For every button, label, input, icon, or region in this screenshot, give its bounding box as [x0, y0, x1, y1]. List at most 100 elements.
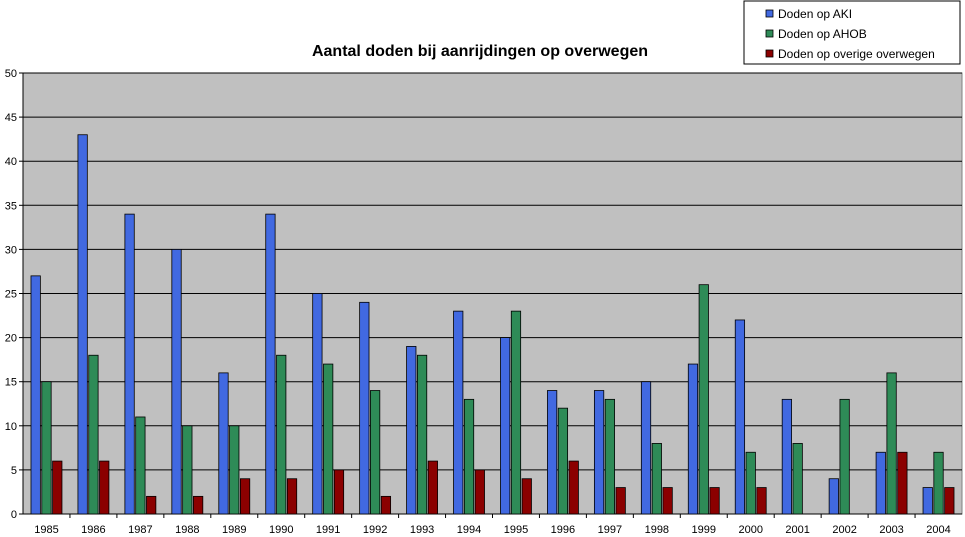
bar-1990-series-2	[276, 354, 287, 515]
y-tick-label: 45	[5, 112, 17, 124]
bar-1985-series-2	[41, 381, 52, 515]
legend-label: Doden op AHOB	[778, 27, 867, 41]
x-tick-label: 1988	[175, 524, 199, 536]
bar-1999-series-3	[709, 487, 720, 515]
bar-2001-series-2	[792, 443, 803, 515]
bar-1991-series-2	[323, 363, 334, 515]
x-tick-label: 2003	[879, 524, 903, 536]
x-tick-label: 1999	[692, 524, 716, 536]
bar-2004-series-3	[944, 487, 955, 515]
bar-1992-series-1	[359, 301, 370, 515]
x-tick-label: 1996	[551, 524, 575, 536]
bar-1999-series-1	[687, 363, 699, 515]
bar-1997-series-3	[615, 487, 626, 515]
bar-1991-series-1	[312, 293, 323, 515]
x-tick-label: 1991	[316, 524, 340, 536]
x-tick-label: 2004	[926, 524, 950, 536]
x-tick-label: 1994	[457, 524, 481, 536]
bar-1987-series-3	[146, 495, 157, 515]
bar-1996-series-1	[547, 390, 558, 515]
bar-1988-series-2	[182, 425, 193, 515]
bar-1998-series-2	[651, 443, 662, 515]
bar-1995-series-1	[500, 337, 511, 515]
bar-1996-series-3	[568, 460, 579, 515]
bar-2004-series-2	[933, 451, 944, 515]
x-tick-label: 1993	[410, 524, 434, 536]
x-tick-label: 1997	[598, 524, 622, 536]
bar-2000-series-1	[734, 319, 746, 515]
y-tick-label: 40	[5, 156, 17, 168]
legend-label: Doden op AKI	[778, 7, 852, 21]
bar-2002-series-2	[839, 398, 850, 515]
bar-2002-series-1	[828, 478, 839, 515]
bar-2000-series-2	[745, 451, 756, 515]
bar-1999-series-2	[698, 284, 709, 515]
x-tick-label: 2001	[785, 524, 809, 536]
bar-1997-series-1	[593, 390, 605, 515]
bar-2003-series-3	[897, 451, 908, 515]
legend-box	[743, 0, 961, 65]
bar-1997-series-2	[604, 398, 615, 515]
bar-1998-series-3	[662, 487, 673, 515]
plot-area: 0 5 10 15 20 25 30 35 40 45 50 1985 1986 1987 1988 1989…	[5, 68, 963, 536]
bar-1988-series-3	[193, 495, 204, 515]
bar-1987-series-2	[135, 416, 146, 515]
bar-1993-series-1	[406, 346, 417, 515]
y-tick-label: 0	[11, 509, 17, 521]
bar-1989-series-1	[218, 372, 229, 515]
bar-1993-series-3	[427, 460, 438, 515]
x-tick-label: 1985	[34, 524, 58, 536]
bar-2000-series-3	[756, 487, 767, 515]
y-tick-label: 10	[5, 421, 17, 433]
legend-swatch	[765, 49, 774, 58]
legend: Doden op AKI Doden op AHOB Doden op overig…	[743, 0, 961, 65]
bar-1992-series-2	[370, 390, 381, 515]
bar-1995-series-2	[510, 310, 522, 515]
bar-1994-series-1	[453, 310, 464, 515]
bar-1987-series-1	[124, 213, 135, 515]
bar-2003-series-1	[875, 451, 886, 515]
bar-1986-series-2	[88, 354, 99, 515]
chart-title: Aantal doden bij aanrijdingen op overweg…	[312, 43, 648, 60]
bar-1991-series-3	[333, 469, 345, 515]
y-tick-label: 35	[5, 200, 17, 212]
bar-1993-series-2	[416, 354, 428, 515]
x-tick-label: 1995	[504, 524, 528, 536]
bar-1994-series-2	[463, 398, 475, 515]
bar-1996-series-2	[557, 407, 569, 515]
legend-swatch	[765, 29, 774, 38]
bar-1988-series-1	[171, 248, 182, 515]
x-tick-label: 1998	[645, 524, 669, 536]
x-tick-label: 1992	[363, 524, 387, 536]
y-tick-label: 50	[5, 68, 17, 80]
bar-2001-series-1	[781, 398, 792, 515]
legend-label: Doden op overige overwegen	[778, 47, 935, 61]
legend-swatch	[765, 9, 774, 18]
bar-1990-series-1	[265, 213, 276, 515]
bar-1985-series-1	[30, 275, 41, 515]
bar-1986-series-3	[99, 460, 110, 515]
bar-1998-series-1	[640, 381, 652, 515]
y-tick-label: 15	[5, 377, 17, 389]
x-tick-label: 2002	[832, 524, 856, 536]
x-tick-label: 1990	[269, 524, 293, 536]
bar-1989-series-2	[229, 425, 240, 515]
x-tick-label: 1989	[222, 524, 246, 536]
y-tick-label: 25	[5, 289, 17, 301]
bar-1989-series-3	[239, 478, 251, 515]
bar-1986-series-1	[77, 134, 88, 515]
bar-2003-series-2	[886, 372, 897, 515]
x-tick-label: 1987	[128, 524, 152, 536]
bar-2004-series-1	[922, 487, 933, 515]
bar-1990-series-3	[286, 478, 298, 515]
y-tick-label: 30	[5, 244, 17, 256]
bar-1985-series-3	[52, 460, 63, 515]
bar-1992-series-3	[380, 495, 392, 515]
y-tick-label: 5	[11, 465, 17, 477]
y-tick-label: 20	[5, 333, 17, 345]
x-tick-label: 1986	[81, 524, 105, 536]
bar-1994-series-3	[474, 469, 485, 515]
bar-1995-series-3	[521, 478, 532, 515]
x-tick-label: 2000	[738, 524, 762, 536]
